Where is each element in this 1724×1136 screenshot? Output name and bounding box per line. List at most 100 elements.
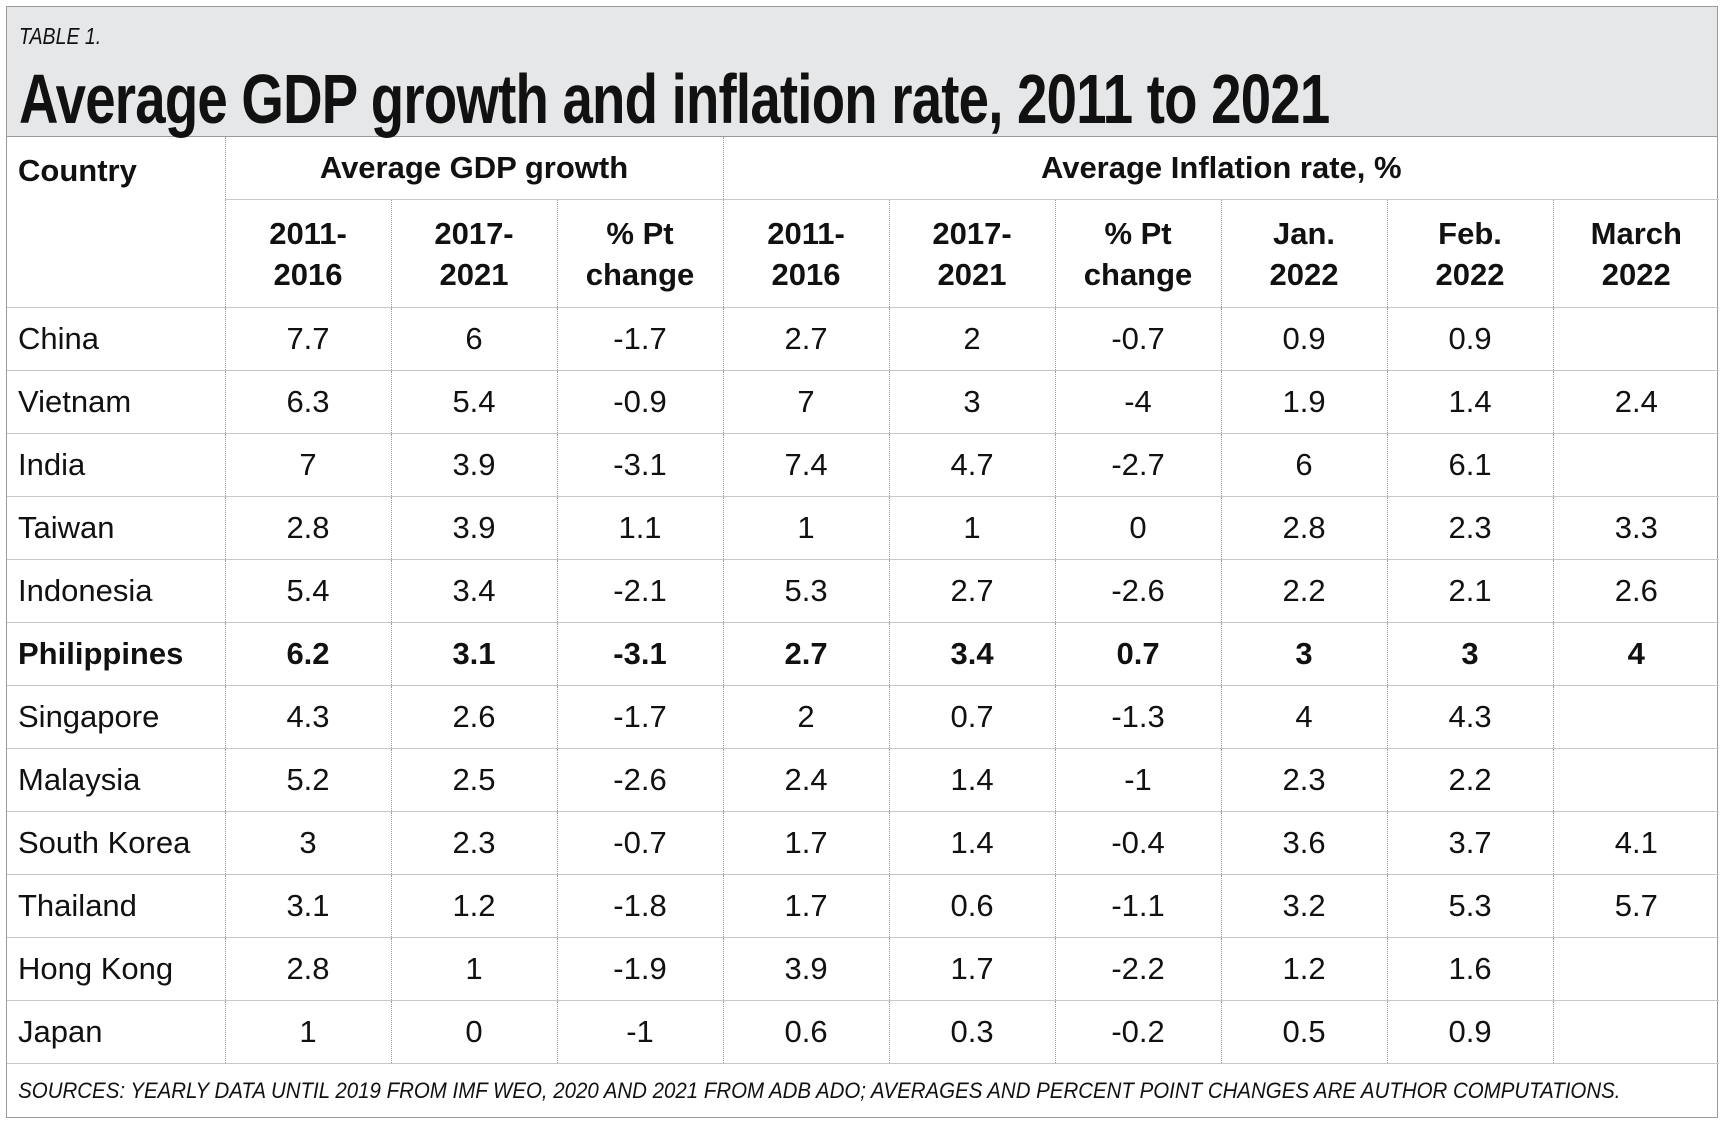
value-cell: 2.2 [1220,559,1388,623]
value-cell: 2 [888,307,1056,371]
data-row: Philippines 6.2 3.1 -3.1 2.7 3.4 0.7 3 3 4 [7,622,1720,686]
value-cell: 1.7 [888,937,1056,1001]
value-cell: 3.6 [1220,811,1388,875]
column-header: 2017- 2021 [888,199,1056,308]
value-cell [1552,748,1720,812]
column-header: 2011- 2016 [224,199,391,308]
value-cell: 1.4 [888,748,1056,812]
value-cell: 6 [1220,433,1388,497]
data-row: China 7.7 6 -1.7 2.7 2 -0.7 0.9 0.9 [7,307,1720,371]
column-header-line: change [1083,256,1193,292]
value-cell: -2.1 [556,559,724,623]
value-cell: -1.1 [1054,874,1222,938]
value-cell [1552,433,1720,497]
country-cell: Thailand [7,874,225,938]
data-row: India 7 3.9 -3.1 7.4 4.7 -2.7 6 6.1 [7,433,1720,497]
value-cell: 3 [1386,622,1554,686]
column-header-line: 2011- [767,215,845,251]
value-cell: 1.7 [722,811,890,875]
value-cell: 1 [390,937,557,1001]
country-cell: Japan [7,1000,225,1064]
value-cell: -0.7 [1054,307,1222,371]
value-cell: 5.4 [390,370,557,434]
value-cell: 0 [1054,496,1222,560]
value-cell: 2.7 [888,559,1056,623]
value-cell: 2.3 [1386,496,1554,560]
corner-header: Country [7,137,225,308]
column-header-line: 2017- [932,215,1012,251]
value-cell: -1.3 [1054,685,1222,749]
column-header-line: Feb. [1438,215,1502,251]
value-cell: 1.9 [1220,370,1388,434]
data-row: Taiwan 2.8 3.9 1.1 1 1 0 2.8 2.3 3.3 [7,496,1720,560]
value-cell [1552,685,1720,749]
column-header: March 2022 [1552,199,1720,308]
value-cell [1552,937,1720,1001]
data-row: Singapore 4.3 2.6 -1.7 2 0.7 -1.3 4 4.3 [7,685,1720,749]
value-cell: 0.9 [1220,307,1388,371]
value-cell [1552,1000,1720,1064]
value-cell: 4.3 [224,685,391,749]
value-cell: -2.2 [1054,937,1222,1001]
value-cell: 0.9 [1386,307,1554,371]
country-cell: Hong Kong [7,937,225,1001]
value-cell: 3.7 [1386,811,1554,875]
column-header-line: 2022 [1435,256,1505,292]
value-cell: 2.7 [722,622,890,686]
country-cell: Philippines [7,622,225,686]
value-cell: 2.7 [722,307,890,371]
value-cell: 7 [722,370,890,434]
column-header-line: 2021 [937,256,1007,292]
header: TABLE 1. Average GDP growth and inflatio… [7,7,1717,138]
value-cell: -1.9 [556,937,724,1001]
column-header-line: 2017- [434,215,514,251]
value-cell: 2.6 [390,685,557,749]
value-cell: 0.9 [1386,1000,1554,1064]
value-cell: -1 [1054,748,1222,812]
value-cell: 2.8 [1220,496,1388,560]
value-cell: -2.6 [1054,559,1222,623]
value-cell: 3.2 [1220,874,1388,938]
value-cell: 1 [888,496,1056,560]
column-header: Feb. 2022 [1386,199,1554,308]
value-cell: -3.1 [556,622,724,686]
value-cell: -0.4 [1054,811,1222,875]
value-cell: 7.4 [722,433,890,497]
value-cell: 3 [888,370,1056,434]
value-cell: 0.7 [888,685,1056,749]
value-cell: 6.2 [224,622,391,686]
column-group-header: Average GDP growth [224,137,724,200]
value-cell: -1.7 [556,685,724,749]
value-cell: 1 [224,1000,391,1064]
value-cell [1552,307,1720,371]
value-cell: 4.1 [1552,811,1720,875]
country-cell: Malaysia [7,748,225,812]
value-cell: 2.4 [722,748,890,812]
value-cell: 2.5 [390,748,557,812]
column-header: % Pt change [556,199,724,308]
value-cell: 5.3 [722,559,890,623]
value-cell: 2.4 [1552,370,1720,434]
value-cell: 2.8 [224,496,391,560]
value-cell: 0 [390,1000,557,1064]
value-cell: 6 [390,307,557,371]
value-cell: 3.9 [390,496,557,560]
column-header-line: 2011- [269,215,347,251]
value-cell: 1.7 [722,874,890,938]
value-cell: -0.2 [1054,1000,1222,1064]
data-row: Malaysia 5.2 2.5 -2.6 2.4 1.4 -1 2.3 2.2 [7,748,1720,812]
value-cell: 0.6 [722,1000,890,1064]
column-header-line: 2021 [439,256,509,292]
data-table: Country Average GDP growth Average Inflati… [7,137,1720,1064]
value-cell: 3 [1220,622,1388,686]
value-cell: 3.4 [888,622,1056,686]
value-cell: 1.2 [390,874,557,938]
value-cell: 3.1 [390,622,557,686]
footer-note: SOURCES: YEARLY DATA UNTIL 2019 FROM IMF… [18,1078,1621,1103]
value-cell: 0.5 [1220,1000,1388,1064]
value-cell: 7.7 [224,307,391,371]
column-header-line: March [1590,215,1682,251]
column-header-line: % Pt [1104,215,1172,251]
data-row: South Korea 3 2.3 -0.7 1.7 1.4 -0.4 3.6 3.7 4.1 [7,811,1720,875]
